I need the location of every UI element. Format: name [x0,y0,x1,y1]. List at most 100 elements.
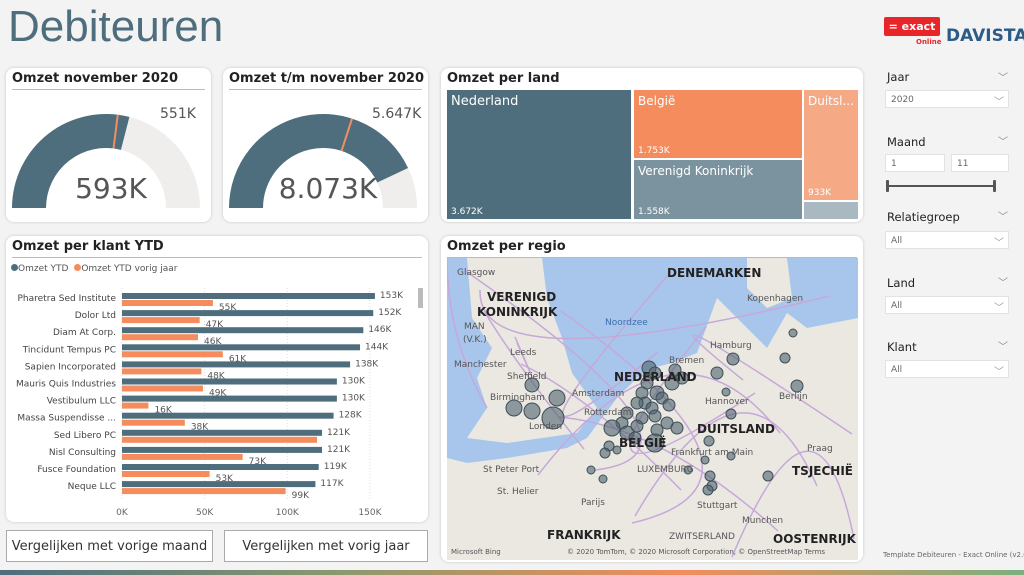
compare-prev-month-button[interactable]: Vergelijken met vorige maand [6,530,213,562]
bar-prev-year[interactable] [122,488,286,495]
bar-ytd[interactable] [122,293,375,299]
bar-ytd[interactable] [122,481,316,488]
bar-ytd[interactable] [122,327,364,334]
region-bubble[interactable] [762,470,774,482]
data-label: 130K [342,394,366,404]
bar-prev-year[interactable] [122,317,200,324]
gauge-card-month: Omzet november 2020 551K 593K [6,68,211,222]
treemap-tile-vk[interactable]: Verenigd Koninkrijk 1.558K [634,160,802,219]
region-bubble[interactable] [704,470,716,482]
maand-slider-track[interactable] [887,185,995,187]
bar-prev-year[interactable] [122,368,202,375]
region-bubble[interactable] [662,398,676,412]
bar-ytd[interactable] [122,378,337,385]
region-bubble[interactable] [648,409,662,423]
map-card: Omzet per regio DENEMARKEN VERENIGD KONINK… [441,236,863,562]
bar-prev-year[interactable] [122,334,199,341]
region-bubble[interactable] [603,419,621,437]
bar-ytd[interactable] [122,310,374,317]
region-bubble[interactable] [523,402,541,420]
region-bubble[interactable] [612,445,622,455]
region-bubble[interactable] [726,451,736,461]
bar-prev-year[interactable] [122,453,243,460]
bar-prev-year[interactable] [122,419,185,426]
filter-jaar-dropdown[interactable]: 2020 ﹀ [885,90,1009,108]
region-bubble[interactable] [505,399,523,417]
bar-chart-card: Omzet per klant YTD Omzet YTD Omzet YTD … [6,236,428,522]
bar-ytd[interactable] [122,429,323,436]
bar-ytd[interactable] [122,412,334,419]
bar-prev-year[interactable] [122,471,210,477]
region-bubble[interactable] [703,435,715,447]
region-bubble[interactable] [683,465,693,475]
region-bubble[interactable] [721,387,731,397]
x-tick-label: 0K [116,508,129,518]
chevron-down-icon: ﹀ [994,97,1004,108]
data-label: 153K [380,291,404,301]
chevron-down-icon[interactable]: ﹀ [998,342,1008,353]
region-bubble[interactable] [702,484,714,496]
map-label-leeds: Leeds [510,348,537,358]
region-bubble[interactable] [788,328,798,338]
filter-land-dropdown[interactable]: All ﹀ [885,296,1009,314]
bar-ytd[interactable] [122,464,319,470]
map-view[interactable]: DENEMARKEN VERENIGD KONINKRIJK Noordzee Kope… [447,258,858,560]
bar-prev-year[interactable] [122,402,149,409]
scrollbar[interactable] [418,288,423,308]
map-label-manchester: Manchester [454,360,507,370]
bar-ytd[interactable] [122,446,323,453]
map-label-oostenrijk: OOSTENRIJK [773,532,856,546]
map-label-rotterdam: Rotterdam [584,408,632,418]
region-bubble[interactable] [710,366,724,380]
region-bubble[interactable] [790,379,804,393]
bar-ytd[interactable] [122,361,351,368]
treemap-tile-other[interactable] [804,202,858,219]
bar-prev-year[interactable] [122,385,203,392]
treemap-tile-duitsland[interactable]: Duitsl... 933K [804,90,858,200]
region-bubble[interactable] [628,431,642,445]
gauge-chart [12,114,200,208]
region-bubble[interactable] [668,363,682,377]
bar-ytd[interactable] [122,395,337,402]
region-bubble[interactable] [726,352,740,366]
slider-handle-max[interactable] [993,180,996,192]
treemap-tile-belgie[interactable]: België 1.753K [634,90,802,158]
treemap-tile-nederland[interactable]: Nederland 3.672K [447,90,631,219]
bar-chart-title: Omzet per klant YTD [12,239,164,254]
chevron-down-icon[interactable]: ﹀ [998,137,1008,148]
region-bubble[interactable] [524,377,540,393]
bar-prev-year[interactable] [122,436,318,443]
chevron-down-icon[interactable]: ﹀ [998,212,1008,223]
region-bubble[interactable] [648,366,662,380]
bar-prev-year[interactable] [122,351,223,358]
filter-klant-label: Klant [887,340,917,354]
legend-label: Omzet YTD [18,264,69,274]
filter-klant-dropdown[interactable]: All ﹀ [885,360,1009,378]
compare-prev-year-button[interactable]: Vergelijken met vorig jaar [224,530,428,562]
exact-online-logo: = exact [884,17,940,36]
map-attribution[interactable]: © 2020 TomTom, © 2020 Microsoft Corporat… [567,548,826,556]
tile-label: Nederland [451,94,519,109]
filter-relatiegroep-dropdown[interactable]: All ﹀ [885,231,1009,249]
maand-to-input[interactable]: 11 [951,154,1009,172]
region-bubble[interactable] [541,406,565,430]
region-bubble[interactable] [548,389,566,407]
bar-ytd[interactable] [122,344,361,351]
region-bubble[interactable] [630,396,644,410]
chevron-down-icon[interactable]: ﹀ [998,278,1008,289]
region-bubble[interactable] [779,352,791,364]
region-bubble[interactable] [670,421,684,435]
region-bubble[interactable] [630,419,644,433]
bar-prev-year[interactable] [122,300,213,306]
chevron-down-icon[interactable]: ﹀ [998,73,1008,84]
filter-jaar-label: Jaar [887,70,910,84]
region-bubble[interactable] [598,474,608,484]
maand-from-input[interactable]: 1 [885,154,945,172]
region-bubble[interactable] [586,465,596,475]
map-label-stuttgart: Stuttgart [697,501,738,511]
region-bubble[interactable] [599,447,611,459]
region-bubble[interactable] [645,433,665,453]
slider-handle-min[interactable] [886,180,889,192]
region-bubble[interactable] [725,408,737,420]
region-bubble[interactable] [700,455,710,465]
